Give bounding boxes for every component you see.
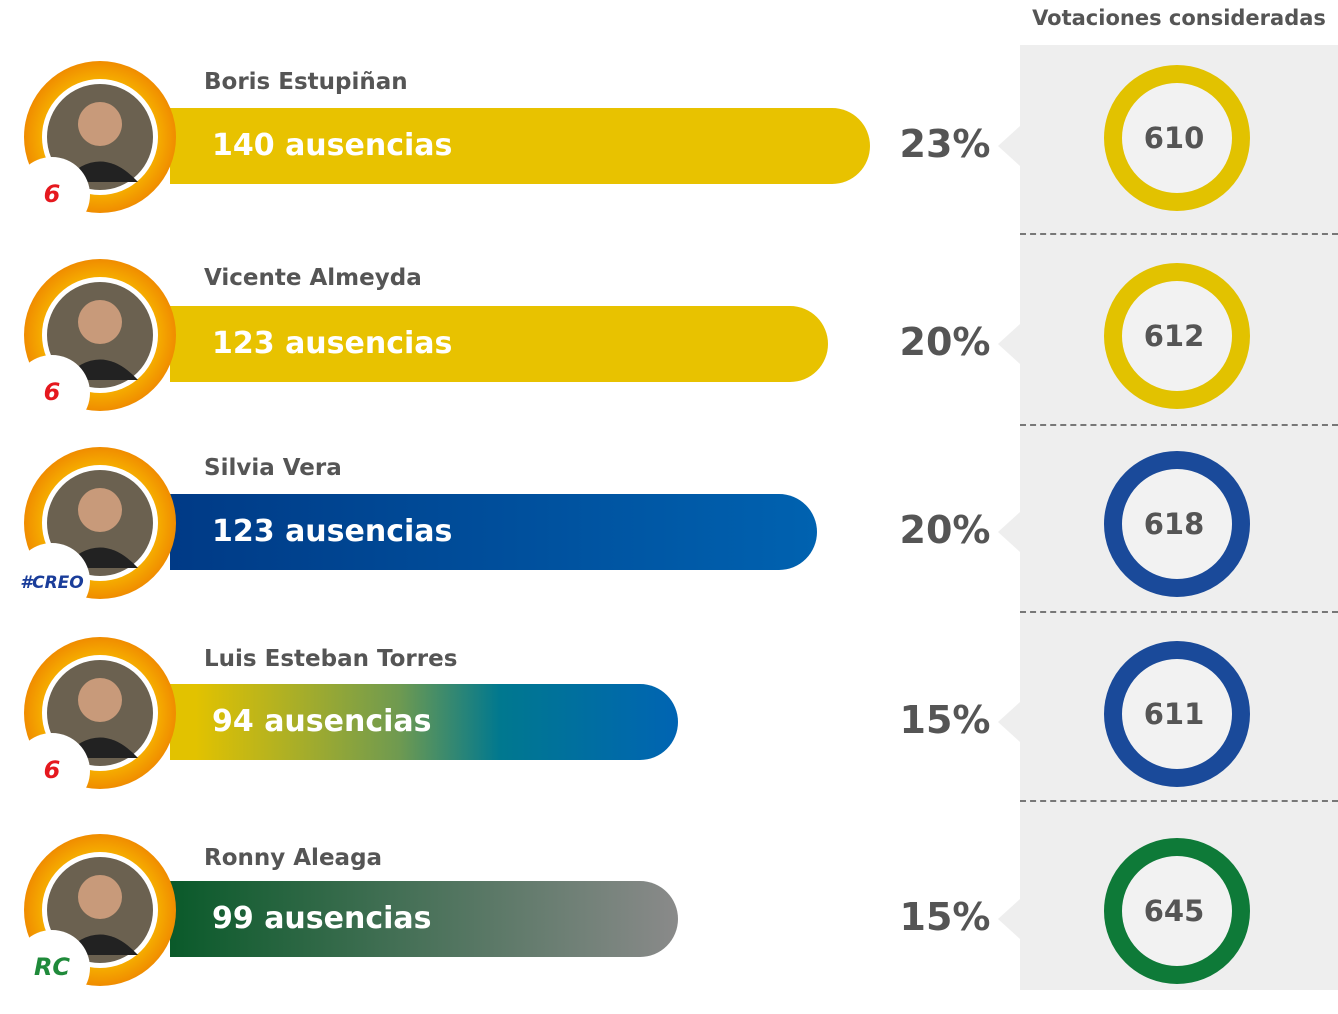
votes-donut <box>1104 65 1250 211</box>
pointer <box>998 512 1020 552</box>
votes-value: 612 <box>1144 319 1205 353</box>
avatar-face <box>78 488 122 532</box>
candidate-name: Ronny Aleaga <box>204 845 383 871</box>
party-badge <box>14 543 90 619</box>
party-logo: #CREO <box>20 573 83 593</box>
candidate-name: Luis Esteban Torres <box>204 646 458 672</box>
votes-donut <box>1104 263 1250 409</box>
absences-label: 123 ausencias <box>212 514 453 549</box>
divider <box>1020 800 1338 802</box>
percent-label: 20% <box>899 508 991 552</box>
candidate-name: Boris Estupiñan <box>204 69 408 95</box>
votes-donut <box>1104 451 1250 597</box>
absence-bar <box>170 494 817 570</box>
avatar-face <box>78 678 122 722</box>
votes-value: 611 <box>1144 697 1205 731</box>
header-title: Votaciones consideradas <box>1032 6 1326 30</box>
percent-label: 23% <box>899 122 991 166</box>
absences-label: 99 ausencias <box>212 901 432 936</box>
party-logo: 6 <box>44 378 61 406</box>
votes-value: 618 <box>1144 507 1205 541</box>
percent-label: 20% <box>899 320 991 364</box>
avatar-face <box>78 300 122 344</box>
party-logo: RC <box>34 953 70 981</box>
absence-bar <box>170 684 678 760</box>
absence-bar <box>170 881 678 957</box>
divider <box>1020 611 1338 613</box>
divider <box>1020 233 1338 235</box>
absence-bar <box>170 108 870 184</box>
pointer <box>998 126 1020 166</box>
pointer <box>998 324 1020 364</box>
votes-value: 610 <box>1144 121 1205 155</box>
party-logo: 6 <box>44 756 61 784</box>
absences-label: 94 ausencias <box>212 704 432 739</box>
avatar-face <box>78 875 122 919</box>
party-badge <box>14 930 90 1006</box>
percent-label: 15% <box>899 698 991 742</box>
absences-label: 140 ausencias <box>212 128 453 163</box>
party-badge <box>14 733 90 809</box>
candidate-name: Vicente Almeyda <box>204 265 422 291</box>
pointer <box>998 702 1020 742</box>
avatar-face <box>78 102 122 146</box>
party-logo: 6 <box>44 180 61 208</box>
pointer <box>998 899 1020 939</box>
votes-donut <box>1104 641 1250 787</box>
absence-bar <box>170 306 828 382</box>
votes-value: 645 <box>1144 894 1205 928</box>
divider <box>1020 424 1338 426</box>
absences-label: 123 ausencias <box>212 326 453 361</box>
party-badge <box>14 157 90 233</box>
candidate-name: Silvia Vera <box>204 455 342 481</box>
votes-donut <box>1104 838 1250 984</box>
percent-label: 15% <box>899 895 991 939</box>
party-badge <box>14 355 90 431</box>
